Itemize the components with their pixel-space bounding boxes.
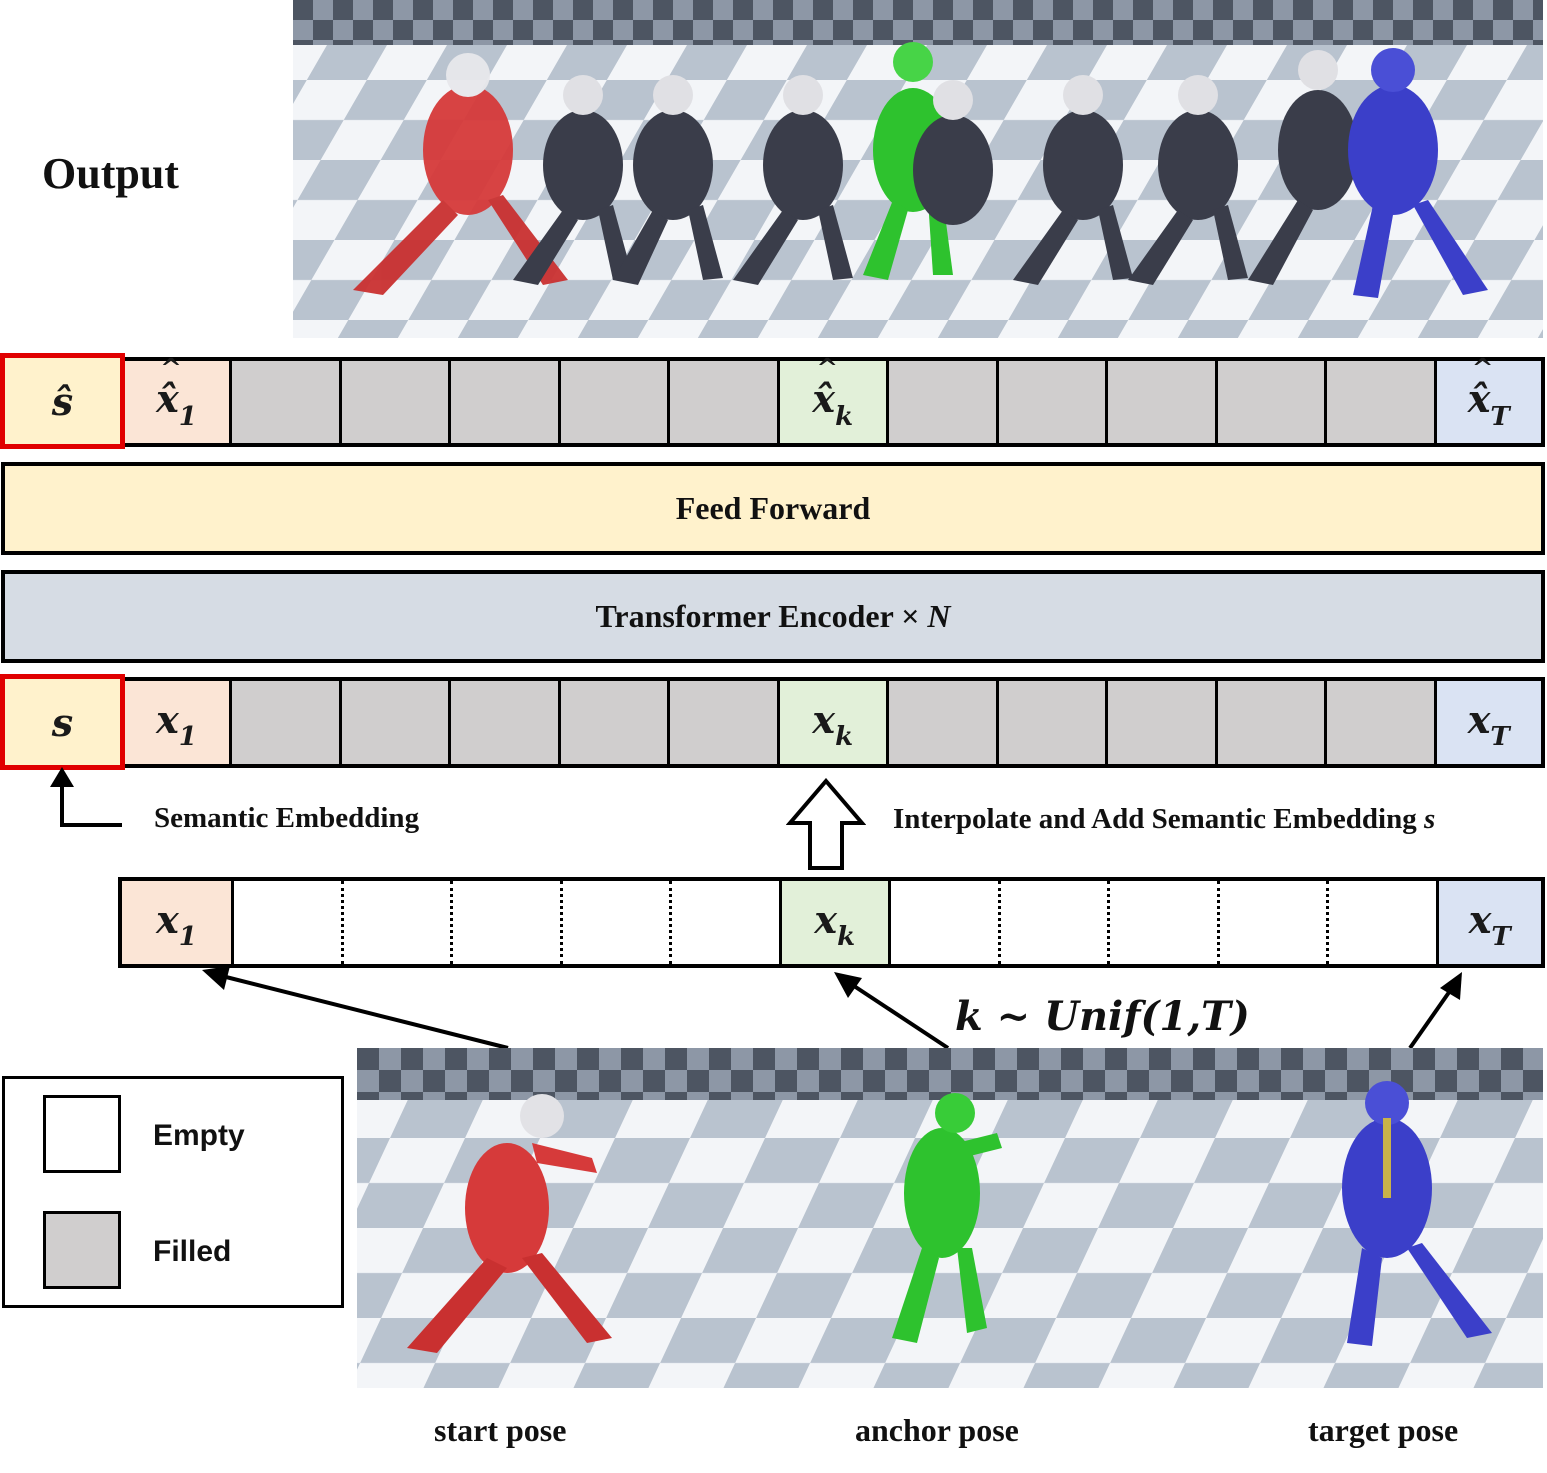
sparse-token-empty: [234, 881, 344, 964]
output-token-row: x̂1 x̂k x̂T: [120, 354, 1545, 447]
sparse-token-empty: [1001, 881, 1110, 964]
legend-filled-swatch: [43, 1211, 121, 1289]
input-token-row: x1 xk xT: [120, 677, 1545, 768]
sparse-token-empty: [672, 881, 782, 964]
input-token-filled: [1217, 681, 1327, 764]
start-pose-figure-bottom: [407, 1094, 612, 1353]
output-label: Output: [42, 149, 179, 198]
input-semantic-token: s: [0, 674, 125, 770]
input-token-filled: [1327, 681, 1437, 764]
output-token-filled: [670, 361, 780, 443]
input-token-last: xT: [1436, 681, 1541, 764]
pose-to-token-arrows: [202, 966, 1462, 1050]
interpolate-label: Interpolate and Add Semantic Embedding s: [893, 803, 1436, 835]
sparse-token-empty: [563, 881, 672, 964]
sparse-token-empty: [453, 881, 563, 964]
legend-empty-swatch: [43, 1095, 121, 1173]
input-token-filled: [560, 681, 670, 764]
output-token-filled: [1108, 361, 1218, 443]
legend-box: Empty Filled: [2, 1076, 344, 1308]
semantic-embedding-label: Semantic Embedding: [154, 802, 420, 834]
target-pose-figure: [1348, 48, 1488, 298]
input-token-anchor: xk: [779, 681, 889, 764]
sparse-token-first: x1: [122, 881, 234, 964]
output-token-last: x̂T: [1436, 354, 1541, 443]
transformer-encoder-label: Transformer Encoder × N: [595, 598, 951, 634]
start-pose-figure: [353, 53, 568, 295]
sparse-token-row: x1 xk xT: [118, 877, 1545, 968]
output-token-filled: [232, 361, 342, 443]
input-token-filled: [889, 681, 999, 764]
output-token-filled: [451, 361, 561, 443]
sparse-token-empty: [1329, 881, 1439, 964]
input-token-filled: [451, 681, 561, 764]
input-token-filled: [341, 681, 451, 764]
sparse-token-empty: [1220, 881, 1329, 964]
sparse-token-anchor: xk: [781, 881, 891, 964]
output-token-filled: [1217, 361, 1327, 443]
input-token-filled: [1108, 681, 1218, 764]
output-token-filled: [1327, 361, 1437, 443]
sparse-token-empty: [344, 881, 453, 964]
anchor-pose-caption: anchor pose: [855, 1412, 1019, 1448]
target-pose-figure-bottom: [1342, 1081, 1492, 1346]
output-token-anchor: x̂k: [779, 354, 889, 443]
sparse-token-empty: [1110, 881, 1220, 964]
input-token-filled: [670, 681, 780, 764]
target-pose-caption: target pose: [1308, 1412, 1459, 1448]
start-pose-caption: start pose: [434, 1412, 567, 1448]
sparse-token-empty: [891, 881, 1001, 964]
transformer-encoder-block: Transformer Encoder × N: [1, 570, 1545, 663]
input-token-filled: [998, 681, 1108, 764]
sampling-label: k ~ Unif(1,T): [955, 993, 1250, 1040]
legend-filled-label: Filled: [153, 1235, 232, 1268]
output-semantic-token: ŝ: [0, 353, 125, 449]
interpolate-arrow: [786, 778, 866, 870]
output-scene-image: [293, 0, 1543, 338]
anchor-pose-figure-bottom: [892, 1093, 1002, 1343]
input-token-first: x1: [124, 681, 232, 764]
feed-forward-block: Feed Forward: [1, 462, 1545, 555]
output-token-filled: [341, 361, 451, 443]
semantic-embedding-arrow: [50, 767, 122, 827]
input-token-filled: [232, 681, 342, 764]
legend-empty-label: Empty: [153, 1119, 245, 1152]
input-scene-image: [357, 1048, 1543, 1388]
output-token-filled: [889, 361, 999, 443]
sparse-token-last: xT: [1438, 881, 1541, 964]
output-token-filled: [560, 361, 670, 443]
output-token-first: x̂1: [124, 354, 232, 443]
feed-forward-label: Feed Forward: [675, 490, 871, 526]
output-token-filled: [998, 361, 1108, 443]
